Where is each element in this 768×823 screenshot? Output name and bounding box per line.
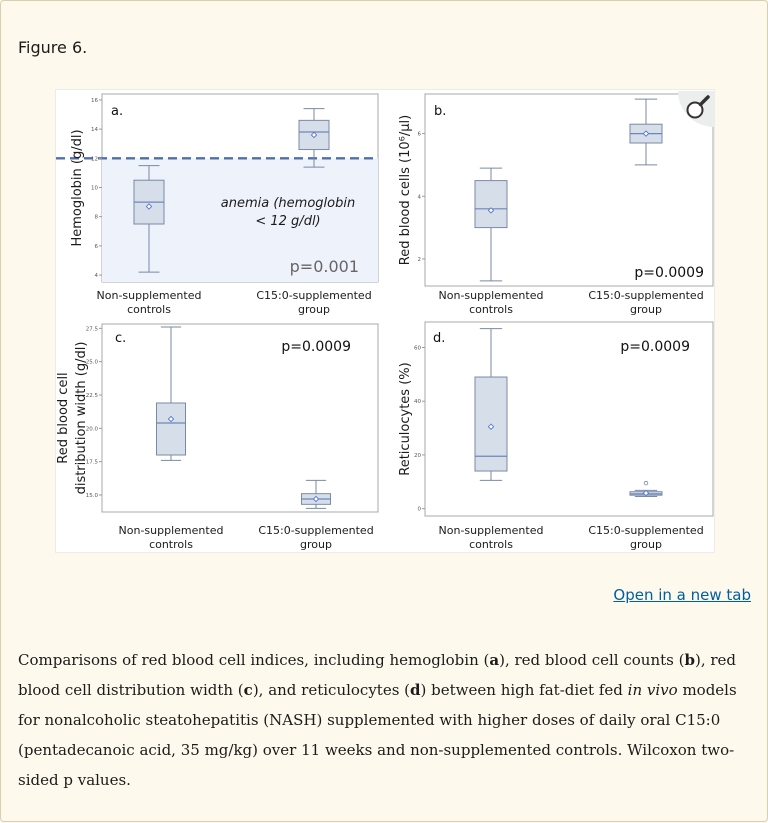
p-value-label: p=0.0009 xyxy=(281,339,351,355)
mean-marker xyxy=(642,489,650,497)
x-category-label: controls xyxy=(127,303,171,316)
box-iqr xyxy=(156,402,186,456)
y-tick-label: 12 xyxy=(91,156,98,162)
plot-area xyxy=(101,323,379,513)
y-tick-label: 8 xyxy=(95,215,99,221)
y-tick-label: 15.0 xyxy=(86,493,99,499)
caption-text: Comparisons of red blood cell indices, i… xyxy=(18,651,490,669)
y-axis-label: Hemoglobin (g/dl) xyxy=(70,129,85,246)
plot-area xyxy=(424,321,714,517)
zoom-button[interactable] xyxy=(678,91,714,127)
y-tick-label: 40 xyxy=(414,399,421,405)
y-tick-label: 2 xyxy=(418,257,422,263)
x-category-label: group xyxy=(630,538,662,551)
caption-text: ), red blood cell counts ( xyxy=(499,651,685,669)
caption-letter-c: c xyxy=(243,681,253,699)
mean-marker xyxy=(310,131,318,139)
panel-label: c. xyxy=(115,331,126,346)
caption-letter-a: a xyxy=(489,651,500,669)
mean-marker xyxy=(167,415,175,423)
y-tick-label: 27.5 xyxy=(86,326,99,332)
x-category-label: Non-supplemented xyxy=(439,524,544,537)
outlier-point xyxy=(643,480,649,486)
x-category-label: Non-supplemented xyxy=(97,289,202,302)
caption-text: ), red blood cell distribution width ( xyxy=(18,651,737,699)
y-tick-label: 25.0 xyxy=(86,360,99,366)
figure-title: Figure 6. xyxy=(18,38,88,57)
p-value-label: p=0.0009 xyxy=(620,339,690,355)
y-tick-label: 20 xyxy=(414,453,421,459)
x-category-label: Non-supplemented xyxy=(119,524,224,537)
panel-label: b. xyxy=(434,104,446,119)
y-axis-label: distribution width (g/dl) xyxy=(74,342,89,495)
mean-marker xyxy=(145,203,153,210)
y-axis-label: Reticulocytes (%) xyxy=(398,362,413,475)
caption-in-vivo: in vivo xyxy=(627,681,678,699)
caption-text: ), and reticulocytes ( xyxy=(252,681,411,699)
caption-letter-b: b xyxy=(684,651,695,669)
p-value-label: p=0.0009 xyxy=(634,265,704,281)
y-tick-label: 17.5 xyxy=(86,460,99,466)
y-tick-label: 0 xyxy=(418,507,422,513)
caption-text: models for nonalcoholic steatohepatitis … xyxy=(18,681,737,789)
caption-letter-d: d xyxy=(410,681,421,699)
x-category-label: group xyxy=(298,303,330,316)
caption-text: ) between high fat-diet fed xyxy=(420,681,628,699)
y-tick-label: 6 xyxy=(418,132,422,138)
y-tick-label: 4 xyxy=(418,194,422,200)
y-tick-label: 14 xyxy=(91,127,98,133)
mean-marker xyxy=(642,130,650,137)
panel-label: a. xyxy=(111,104,123,119)
x-category-label: group xyxy=(300,538,332,551)
y-tick-label: 4 xyxy=(95,273,99,279)
panel-label: d. xyxy=(433,331,445,346)
anemia-annotation: < 12 g/dl) xyxy=(255,214,320,229)
x-category-label: C15:0-supplemented xyxy=(256,289,371,302)
x-category-label: controls xyxy=(149,538,193,551)
y-tick-label: 10 xyxy=(91,186,98,192)
y-tick-label: 22.5 xyxy=(86,393,99,399)
p-value-label: p=0.001 xyxy=(290,257,359,276)
x-category-label: Non-supplemented xyxy=(439,289,544,302)
x-category-label: group xyxy=(630,303,662,316)
y-tick-label: 20.0 xyxy=(86,426,99,432)
magnifier-icon xyxy=(686,95,710,119)
y-tick-label: 60 xyxy=(414,345,421,351)
y-tick-label: 16 xyxy=(91,98,98,104)
x-category-label: C15:0-supplemented xyxy=(258,524,373,537)
figure-caption: Comparisons of red blood cell indices, i… xyxy=(18,645,753,795)
box-iqr xyxy=(474,180,508,229)
mean-marker xyxy=(487,207,495,214)
plot-area xyxy=(424,93,714,287)
y-axis-label: Red blood cell xyxy=(56,372,71,463)
x-category-label: C15:0-supplemented xyxy=(588,289,703,302)
y-tick-label: 6 xyxy=(95,244,99,250)
x-category-label: controls xyxy=(469,303,513,316)
mean-marker xyxy=(312,495,320,503)
x-category-label: C15:0-supplemented xyxy=(588,524,703,537)
open-in-new-tab-link[interactable]: Open in a new tab xyxy=(613,586,751,604)
mean-marker xyxy=(487,423,495,430)
y-axis-label: Red blood cells (10⁶/µl) xyxy=(398,115,413,265)
anemia-annotation: anemia (hemoglobin xyxy=(221,196,355,211)
x-category-label: controls xyxy=(469,538,513,551)
